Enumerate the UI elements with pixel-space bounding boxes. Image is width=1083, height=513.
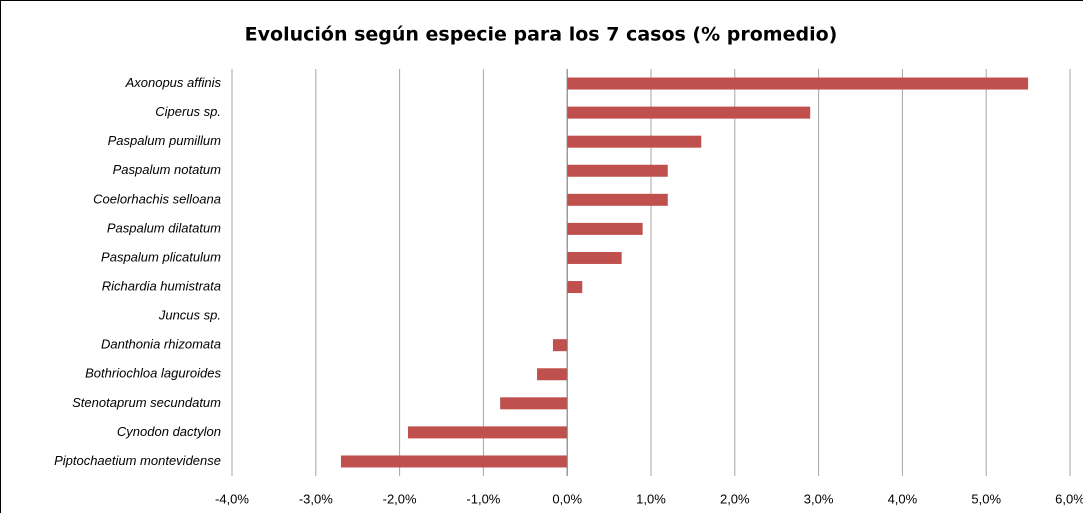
y-tick-label: Stenotaprum secundatum (72, 395, 221, 410)
y-tick-label: Paspalum plicatulum (101, 249, 221, 264)
bar (567, 135, 702, 148)
bar (567, 164, 668, 177)
bar (567, 281, 583, 294)
x-tick-label: -4,0% (215, 491, 249, 506)
x-tick-label: 0,0% (552, 491, 582, 506)
x-tick-label: 2,0% (720, 491, 750, 506)
x-tick-label: 1,0% (636, 491, 666, 506)
y-tick-label: Richardia humistrata (102, 278, 221, 293)
y-tick-label: Paspalum dilatatum (107, 220, 221, 235)
x-tick-label: 4,0% (888, 491, 918, 506)
bar (567, 193, 668, 206)
bar (537, 368, 568, 381)
y-tick-label: Coelorhachis selloana (93, 191, 221, 206)
y-tick-label: Paspalum notatum (113, 162, 222, 177)
x-tick-label: 5,0% (971, 491, 1001, 506)
y-tick-label: Ciperus sp. (155, 104, 221, 119)
x-tick-label: -2,0% (383, 491, 417, 506)
y-tick-label: Danthonia rhizomata (101, 337, 221, 352)
bar (567, 106, 811, 119)
bar (340, 455, 568, 468)
x-tick-label: 6,0% (1055, 491, 1083, 506)
x-tick-label: -1,0% (466, 491, 500, 506)
bar (567, 251, 622, 264)
y-tick-label: Juncus sp. (158, 308, 221, 323)
y-tick-label: Paspalum pumillum (108, 133, 222, 148)
x-tick-label: 3,0% (804, 491, 834, 506)
chart-title: Evolución según especie para los 7 casos… (245, 24, 838, 46)
bar (500, 397, 568, 410)
bar (407, 426, 568, 439)
bar (567, 77, 1029, 90)
y-tick-label: Axonopus affinis (125, 75, 222, 90)
y-tick-label: Cynodon dactylon (117, 424, 221, 439)
y-tick-label: Piptochaetium montevidense (54, 453, 221, 468)
y-tick-label: Bothriochloa laguroides (85, 366, 221, 381)
bar (552, 339, 568, 352)
bar (567, 222, 643, 235)
x-tick-label: -3,0% (299, 491, 333, 506)
